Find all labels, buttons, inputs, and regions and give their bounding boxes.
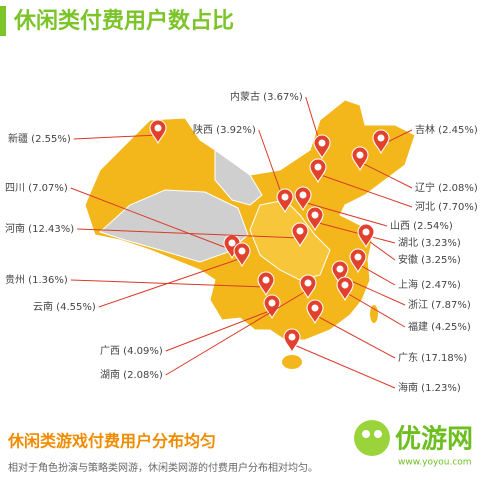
region-label: 云南 (4.55%) — [33, 300, 96, 313]
map-hainan — [282, 355, 302, 369]
logo: 优游网 www.yoyou.com — [354, 420, 473, 468]
leader-line — [359, 161, 413, 189]
leader-line — [165, 289, 309, 376]
leader-line — [302, 201, 388, 227]
title-bar — [0, 6, 6, 36]
pin-dot — [304, 279, 312, 287]
leader-line — [365, 238, 396, 261]
pin — [309, 158, 327, 184]
leader-line — [70, 187, 233, 251]
pin-dot — [377, 134, 385, 142]
leader-line — [314, 221, 396, 244]
region-label: 内蒙古 (3.67%) — [230, 90, 303, 103]
map-central — [249, 199, 331, 281]
leader-line — [357, 263, 396, 286]
title: 休闲类付费用户数占比 — [13, 8, 234, 34]
pin — [233, 242, 251, 268]
region-label: 广东 (17.18%) — [398, 351, 467, 364]
pin-dot — [262, 276, 270, 284]
region-label: 河南 (12.43%) — [5, 222, 74, 235]
region-label: 陕西 (3.92%) — [193, 123, 256, 136]
pins — [70, 96, 413, 389]
leader-line — [165, 309, 273, 352]
region-label: 辽宁 (2.08%) — [415, 181, 478, 194]
pin-dot — [154, 124, 162, 132]
pin — [291, 222, 309, 248]
pin-dot — [238, 247, 246, 255]
pin-dot — [268, 299, 276, 307]
footer-text: 相对于角色扮演与策略类网游，休闲类网游的付费用户分布相对均匀。 — [8, 461, 318, 474]
pin-dot — [341, 281, 349, 289]
pin — [331, 260, 349, 286]
map-gray-north — [214, 149, 263, 206]
pin-dot — [356, 151, 364, 159]
region-label: 湖南 (2.08%) — [100, 368, 163, 381]
pin — [276, 188, 294, 214]
pin-dot — [314, 163, 322, 171]
region-label: 山西 (2.54%) — [390, 220, 453, 232]
footer-heading: 休闲类游戏付费用户分布均匀 — [7, 432, 216, 451]
pin — [349, 248, 367, 274]
leader-line — [77, 228, 301, 239]
region-label: 贵州 (1.36%) — [5, 273, 68, 286]
pin-dot — [228, 239, 236, 247]
logo-name: 优游网 — [395, 425, 473, 455]
leader-line — [291, 343, 396, 389]
pin — [294, 186, 312, 212]
pin-dot — [311, 211, 319, 219]
pin — [299, 274, 317, 300]
map-taiwan — [370, 305, 378, 323]
pin-dot — [354, 253, 362, 261]
pin — [351, 146, 369, 172]
region-label: 上海 (2.47%) — [398, 278, 461, 291]
leader-line — [317, 173, 413, 208]
pin-dot — [336, 265, 344, 273]
pin-dot — [299, 191, 307, 199]
leader-line — [314, 314, 396, 359]
pin — [257, 271, 275, 297]
pin — [313, 134, 331, 160]
pin-dot — [296, 227, 304, 235]
pin-dot — [311, 304, 319, 312]
pin-dot — [281, 193, 289, 201]
leader-line — [98, 257, 243, 308]
region-label: 广西 (4.09%) — [100, 345, 163, 357]
leader-line — [344, 291, 406, 328]
logo-mascot — [354, 420, 390, 456]
pin — [357, 223, 375, 249]
region-label: 河北 (7.70%) — [415, 201, 478, 213]
pin — [283, 328, 301, 354]
pin — [149, 119, 167, 145]
region-label: 浙江 (7.87%) — [408, 299, 471, 311]
map — [84, 99, 416, 369]
pin-dot — [318, 139, 326, 147]
pin — [306, 206, 324, 232]
region-label: 四川 (7.07%) — [5, 183, 68, 194]
pin-dot — [288, 333, 296, 341]
pin-dot — [362, 228, 370, 236]
region-label: 吉林 (2.45%) — [415, 123, 478, 136]
region-label: 安徽 (3.25%) — [398, 253, 461, 266]
region-label: 新疆 (2.55%) — [8, 132, 71, 145]
pin — [372, 129, 390, 155]
pin — [336, 276, 354, 302]
region-label: 湖北 (3.23%) — [398, 237, 461, 249]
logo-url: www.yoyou.com — [398, 458, 472, 468]
region-label: 海南 (1.23%) — [398, 381, 461, 394]
region-label: 福建 (4.25%) — [408, 320, 471, 333]
leader-line — [73, 134, 159, 140]
map-gray-west — [99, 189, 249, 263]
pin — [306, 299, 324, 325]
pin — [263, 294, 281, 320]
